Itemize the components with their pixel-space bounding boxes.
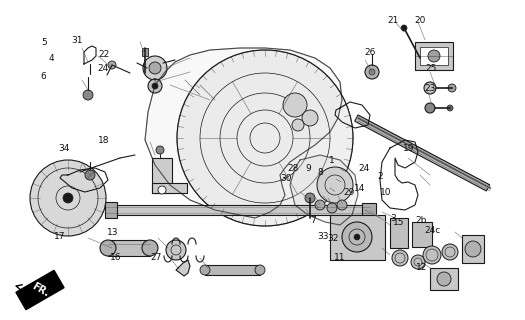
- Bar: [105, 205, 370, 215]
- Text: 15: 15: [393, 218, 405, 227]
- Text: 2b: 2b: [415, 215, 427, 225]
- Circle shape: [423, 246, 441, 264]
- Circle shape: [442, 244, 458, 260]
- Circle shape: [283, 93, 307, 117]
- Bar: [152, 158, 172, 193]
- Text: 29: 29: [343, 188, 355, 196]
- Bar: [205, 265, 260, 275]
- Circle shape: [448, 84, 456, 92]
- Bar: [412, 222, 432, 247]
- Text: 34: 34: [58, 143, 70, 153]
- Circle shape: [369, 69, 375, 75]
- Bar: [152, 183, 187, 193]
- Text: 2: 2: [377, 172, 383, 180]
- Circle shape: [342, 222, 372, 252]
- Text: 30: 30: [280, 173, 292, 182]
- Circle shape: [85, 170, 95, 180]
- Text: 3: 3: [390, 213, 396, 222]
- Circle shape: [166, 240, 186, 260]
- Text: 27: 27: [150, 253, 162, 262]
- Circle shape: [425, 103, 435, 113]
- Text: 21: 21: [387, 15, 398, 25]
- Text: 31: 31: [71, 36, 83, 44]
- Circle shape: [401, 25, 407, 31]
- Text: 7: 7: [310, 215, 316, 225]
- Bar: [390, 218, 408, 248]
- Text: 19: 19: [403, 143, 415, 153]
- Circle shape: [200, 265, 210, 275]
- Text: 22: 22: [98, 50, 110, 59]
- Circle shape: [152, 83, 158, 89]
- Circle shape: [158, 186, 166, 194]
- Circle shape: [63, 193, 73, 203]
- Text: 16: 16: [110, 253, 122, 262]
- Polygon shape: [290, 155, 358, 225]
- Circle shape: [465, 241, 481, 257]
- Circle shape: [305, 193, 315, 203]
- Text: 11: 11: [334, 253, 346, 262]
- Circle shape: [156, 146, 164, 154]
- Bar: [415, 42, 453, 70]
- Text: 32: 32: [327, 234, 339, 243]
- Text: 26: 26: [364, 47, 376, 57]
- Text: 18: 18: [98, 135, 110, 145]
- Circle shape: [255, 265, 265, 275]
- Text: 5: 5: [41, 37, 47, 46]
- Text: 20: 20: [414, 15, 426, 25]
- Bar: [355, 115, 490, 191]
- Bar: [330, 215, 385, 260]
- Text: FR.: FR.: [30, 281, 50, 299]
- Bar: [16, 270, 64, 310]
- Circle shape: [302, 110, 318, 126]
- Bar: [105, 202, 117, 218]
- Circle shape: [143, 56, 167, 80]
- Text: 24: 24: [359, 164, 370, 172]
- Text: 33: 33: [317, 231, 329, 241]
- Text: 24: 24: [97, 63, 109, 73]
- Circle shape: [30, 160, 106, 236]
- Circle shape: [292, 119, 304, 131]
- Text: 1: 1: [329, 156, 335, 164]
- Circle shape: [437, 272, 451, 286]
- Circle shape: [337, 200, 347, 210]
- Circle shape: [315, 200, 325, 210]
- Circle shape: [83, 90, 93, 100]
- Circle shape: [428, 50, 440, 62]
- Circle shape: [148, 79, 162, 93]
- Circle shape: [142, 240, 158, 256]
- Circle shape: [424, 82, 436, 94]
- Polygon shape: [145, 48, 342, 218]
- Polygon shape: [176, 260, 190, 276]
- Text: 12: 12: [416, 263, 428, 273]
- Circle shape: [108, 61, 116, 69]
- Text: 25: 25: [425, 63, 437, 73]
- Text: 24c: 24c: [424, 226, 440, 235]
- Circle shape: [317, 167, 353, 203]
- Text: 10: 10: [380, 188, 392, 196]
- Text: 17: 17: [54, 231, 66, 241]
- Bar: [362, 203, 376, 217]
- Circle shape: [327, 203, 337, 213]
- Text: 9: 9: [305, 164, 311, 172]
- Circle shape: [100, 240, 116, 256]
- Bar: [430, 268, 458, 290]
- Bar: [142, 48, 148, 56]
- Circle shape: [411, 255, 425, 269]
- Text: 4: 4: [48, 53, 54, 62]
- Text: 23: 23: [424, 84, 436, 92]
- Text: 28: 28: [287, 164, 299, 172]
- Bar: [462, 235, 484, 263]
- Circle shape: [365, 65, 379, 79]
- Circle shape: [177, 50, 353, 226]
- Text: 8: 8: [317, 167, 323, 177]
- Text: 13: 13: [107, 228, 119, 236]
- Circle shape: [392, 250, 408, 266]
- Bar: [420, 47, 448, 65]
- Bar: [108, 240, 150, 256]
- Circle shape: [354, 234, 360, 240]
- Circle shape: [149, 62, 161, 74]
- Text: 6: 6: [40, 71, 46, 81]
- Text: 14: 14: [354, 183, 366, 193]
- Circle shape: [447, 105, 453, 111]
